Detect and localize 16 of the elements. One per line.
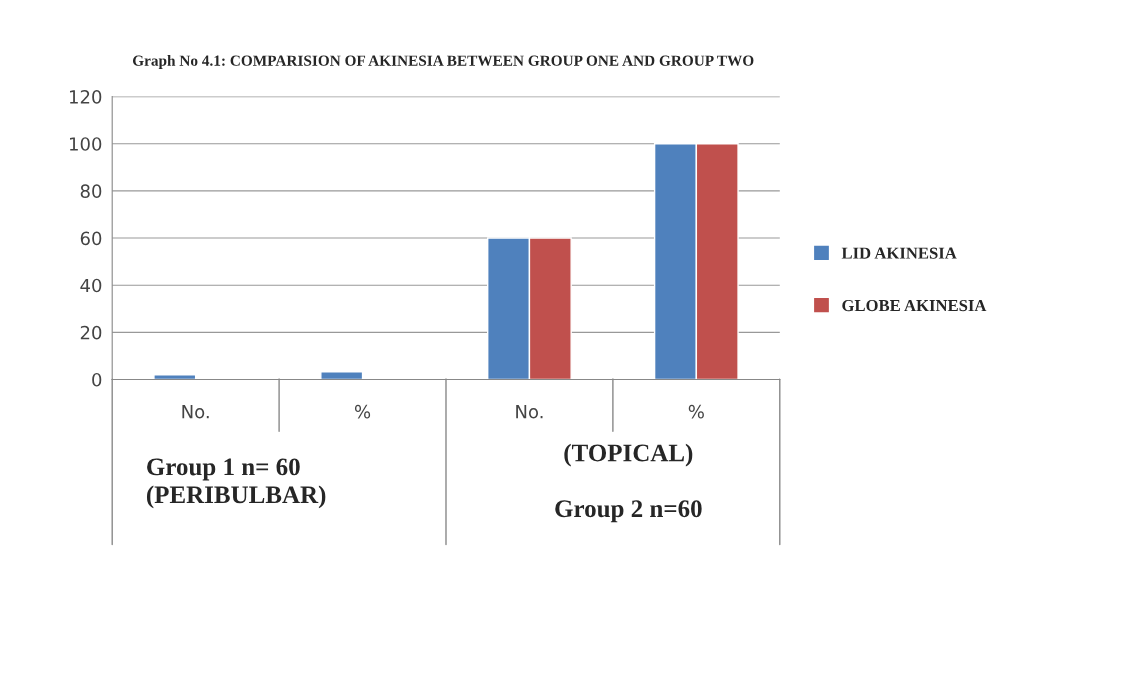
legend-label: GLOBE AKINESIA	[842, 299, 987, 312]
x-tick-label: %	[688, 404, 704, 419]
y-tick-label: 0	[92, 372, 102, 387]
y-tick-label: 40	[80, 278, 102, 293]
y-tick-label: 20	[80, 325, 102, 340]
chart-title: Graph No 4.1: COMPARISION OF AKINESIA BETWEEN GROUP ONE AND GROUP TWO	[132, 55, 754, 69]
y-tick-label: 100	[70, 137, 102, 151]
x-tick-label: No.	[516, 405, 543, 419]
legend-label: LID AKINESIA	[841, 247, 957, 259]
x-tick-label: %	[354, 404, 371, 419]
text: (TOPICAL) Group 2 n=60	[555, 443, 702, 523]
y-tick-label: 60	[80, 231, 102, 246]
x-tick-label: No.	[182, 405, 209, 419]
text: Group 1 n= 60 (PERIBULBAR)	[146, 458, 326, 509]
y-tick-label: 80	[80, 184, 102, 199]
y-tick-label: 120	[70, 90, 102, 104]
